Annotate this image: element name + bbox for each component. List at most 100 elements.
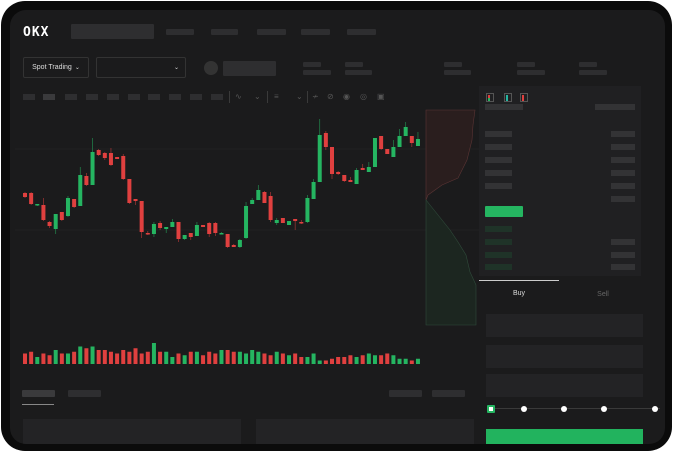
interval-button[interactable]	[211, 94, 223, 100]
book-asks-icon[interactable]	[520, 93, 528, 102]
ruler-icon[interactable]: ⊘	[327, 92, 334, 101]
ask-price[interactable]	[485, 131, 512, 137]
candle	[127, 179, 132, 203]
candle	[305, 198, 310, 222]
candle	[262, 192, 267, 203]
percent-slider-track[interactable]	[490, 408, 660, 409]
candle	[108, 153, 113, 165]
tab-sell[interactable]: Sell	[597, 291, 609, 298]
nav-item[interactable]	[257, 29, 286, 35]
screenshot-icon[interactable]: ◉	[343, 92, 350, 101]
interval-button[interactable]	[65, 94, 77, 100]
mid-price	[485, 206, 523, 217]
total-input[interactable]	[486, 374, 643, 397]
candle	[237, 240, 242, 247]
candle	[250, 200, 255, 204]
slider-handle[interactable]	[487, 405, 495, 413]
tab-buy[interactable]: Buy	[512, 290, 526, 297]
volume-bar	[372, 355, 377, 364]
book-both-icon[interactable]	[486, 93, 494, 102]
volume-bar	[336, 357, 341, 364]
ask-price[interactable]	[485, 157, 512, 163]
candle	[164, 227, 169, 229]
ask-price[interactable]	[485, 183, 512, 189]
bottom-panel-left	[23, 419, 241, 444]
amount-input[interactable]	[486, 345, 643, 368]
slider-stop-50[interactable]	[561, 406, 567, 412]
volume-bar	[96, 350, 101, 364]
volume-bar	[213, 353, 218, 364]
nav-item[interactable]	[301, 29, 330, 35]
candle	[403, 127, 408, 136]
stat-value	[517, 70, 545, 75]
nav-item[interactable]	[166, 29, 194, 35]
volume-bar	[188, 351, 193, 364]
volume-bar	[23, 353, 27, 364]
pair-select[interactable]: ⌄	[96, 57, 186, 78]
spot-trading-select[interactable]: Spot Trading ⌄	[23, 57, 89, 78]
volume-bar	[72, 351, 77, 364]
price-input[interactable]	[486, 314, 643, 337]
interval-button[interactable]	[169, 94, 181, 100]
slider-stop-100[interactable]	[652, 406, 658, 412]
volume-bar	[115, 353, 120, 364]
search-bar[interactable]	[71, 24, 154, 39]
ask-price[interactable]	[485, 104, 523, 110]
candle	[78, 175, 83, 206]
filter-button[interactable]	[432, 390, 465, 397]
volume-bar	[250, 350, 255, 364]
chevron-down-icon[interactable]: ⌄	[254, 92, 261, 101]
fullscreen-icon[interactable]: ▣	[377, 92, 385, 101]
divider	[307, 91, 308, 103]
indicator-icon[interactable]: ∿	[235, 92, 242, 101]
chevron-down-icon[interactable]: ⌄	[296, 92, 303, 101]
interval-button-active[interactable]	[43, 94, 55, 100]
volume-bar	[219, 350, 224, 364]
volume-bar	[244, 353, 249, 364]
candle	[274, 220, 279, 223]
candle	[354, 170, 359, 184]
interval-button[interactable]	[23, 94, 35, 100]
buy-button[interactable]	[486, 429, 643, 444]
book-bids-icon[interactable]	[504, 93, 512, 102]
candlestick-chart[interactable]	[10, 10, 480, 380]
depth-asks-area	[425, 109, 476, 201]
bid-price[interactable]	[485, 226, 512, 232]
ask-price[interactable]	[485, 144, 512, 150]
order-size	[611, 196, 635, 202]
filter-button[interactable]	[389, 390, 422, 397]
nav-item[interactable]	[211, 29, 238, 35]
nav-item[interactable]	[347, 29, 376, 35]
interval-button[interactable]	[107, 94, 119, 100]
order-size	[611, 170, 635, 176]
history-tab[interactable]	[68, 390, 101, 397]
candle-type-icon[interactable]: ≡	[274, 92, 279, 101]
volume-bar	[403, 358, 408, 364]
bid-price[interactable]	[485, 264, 512, 270]
line-tool-icon[interactable]: ≁	[312, 92, 319, 101]
settings-icon[interactable]: ◎	[360, 92, 367, 101]
slider-stop-25[interactable]	[521, 406, 527, 412]
candle	[47, 222, 52, 226]
candle	[287, 221, 292, 225]
volume-bar	[305, 357, 310, 364]
candle	[115, 157, 120, 159]
bid-price[interactable]	[485, 239, 512, 245]
interval-button[interactable]	[86, 94, 98, 100]
candle	[23, 193, 27, 197]
volume-bar	[158, 351, 163, 364]
volume-bar	[280, 353, 285, 364]
candle	[72, 199, 77, 207]
ask-price[interactable]	[485, 170, 512, 176]
okx-logo: OKX	[23, 25, 50, 40]
interval-button[interactable]	[190, 94, 202, 100]
orders-tab[interactable]	[22, 390, 55, 397]
interval-button[interactable]	[128, 94, 140, 100]
bid-price[interactable]	[485, 252, 512, 258]
divider	[267, 91, 268, 103]
interval-button[interactable]	[148, 94, 160, 100]
spot-trading-label: Spot Trading	[32, 64, 72, 71]
slider-stop-75[interactable]	[601, 406, 607, 412]
candle	[194, 225, 199, 236]
